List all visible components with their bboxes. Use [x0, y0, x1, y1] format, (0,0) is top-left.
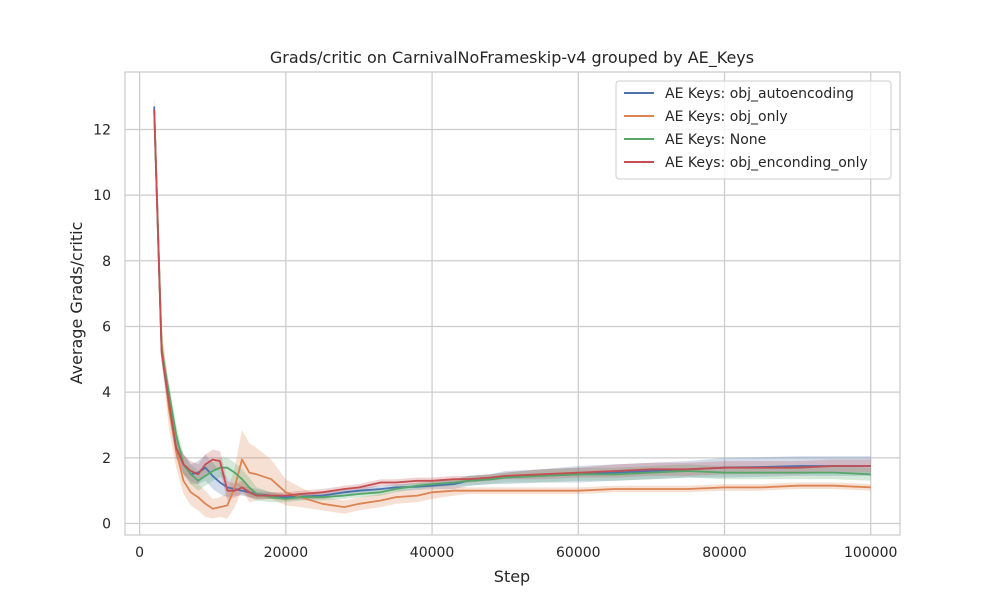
- series-line-3: [153, 109, 871, 497]
- y-tick-label: 12: [93, 122, 111, 138]
- y-tick-label: 0: [102, 517, 111, 533]
- tick-layer: 0 20000 40000 60000 80000 100000 0 2 4 6 8 10 12: [93, 122, 897, 561]
- legend-label-0: AE Keys: obj_autoencoding: [665, 86, 854, 102]
- line-layer: [153, 106, 871, 510]
- legend: AE Keys: obj_autoencoding AE Keys: obj_on…: [615, 80, 892, 180]
- plot-frame: [124, 71, 901, 536]
- y-tick-label: 4: [102, 385, 111, 401]
- legend-box: [615, 80, 892, 180]
- series-band-0: [154, 96, 871, 501]
- series-band-2: [154, 99, 871, 503]
- x-tick-label: 40000: [410, 545, 455, 561]
- x-tick-label: 100000: [844, 545, 897, 561]
- x-tick-label: 0: [135, 545, 144, 561]
- x-axis-label: Step: [494, 567, 530, 586]
- series-line-1: [153, 109, 871, 510]
- legend-label-1: AE Keys: obj_only: [665, 109, 788, 125]
- chart-title: Grads/critic on CarnivalNoFrameskip-v4 g…: [270, 48, 754, 68]
- y-tick-label: 8: [102, 254, 111, 270]
- y-axis-label: Average Grads/critic: [67, 222, 86, 385]
- x-tick-label: 60000: [556, 545, 601, 561]
- x-tick-label: 80000: [702, 545, 747, 561]
- series-line-2: [153, 109, 871, 500]
- y-tick-label: 2: [102, 451, 111, 467]
- legend-items: AE Keys: obj_autoencoding AE Keys: obj_on…: [624, 86, 868, 171]
- x-tick-label: 20000: [264, 545, 309, 561]
- legend-label-2: AE Keys: None: [665, 132, 766, 148]
- y-tick-label: 6: [102, 319, 111, 335]
- y-tick-label: 10: [93, 188, 111, 204]
- band-layer: [154, 96, 871, 519]
- legend-label-3: AE Keys: obj_enconding_only: [665, 155, 868, 171]
